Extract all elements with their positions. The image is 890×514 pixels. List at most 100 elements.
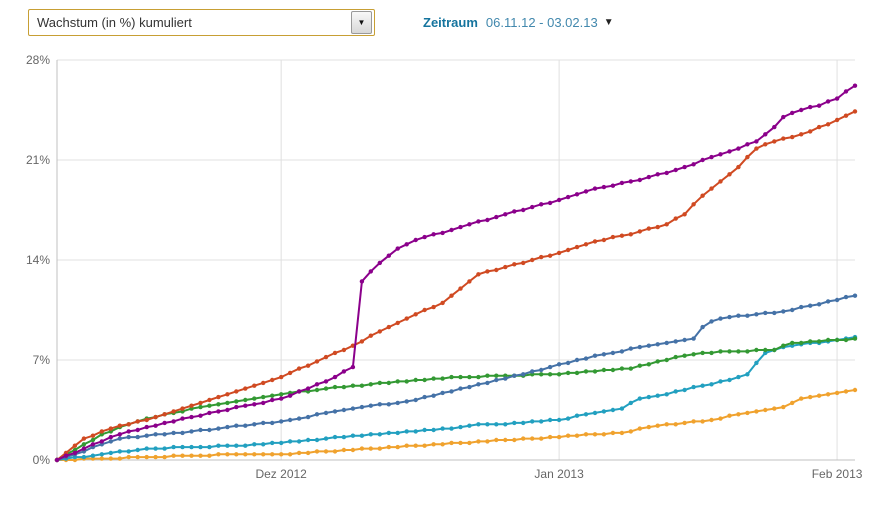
series-point-red[interactable] bbox=[673, 216, 678, 221]
series-point-green[interactable] bbox=[422, 377, 427, 383]
series-point-orange[interactable] bbox=[574, 433, 580, 438]
series-point-red[interactable] bbox=[512, 262, 517, 267]
series-point-purple[interactable] bbox=[234, 404, 239, 410]
series-point-blue[interactable] bbox=[637, 344, 642, 350]
series-point-blue[interactable] bbox=[601, 352, 607, 357]
series-point-orange[interactable] bbox=[467, 440, 472, 446]
series-point-orange[interactable] bbox=[852, 387, 858, 393]
series-point-blue[interactable] bbox=[368, 403, 373, 408]
series-point-purple[interactable] bbox=[90, 442, 96, 447]
series-point-blue[interactable] bbox=[547, 364, 553, 370]
series-point-green[interactable] bbox=[799, 340, 804, 346]
series-point-orange[interactable] bbox=[323, 449, 329, 454]
series-point-red[interactable] bbox=[852, 109, 858, 114]
series-point-orange[interactable] bbox=[736, 412, 741, 417]
series-point-purple[interactable] bbox=[287, 393, 293, 398]
series-point-red[interactable] bbox=[117, 423, 123, 428]
series-point-red[interactable] bbox=[539, 254, 544, 260]
series-point-red[interactable] bbox=[287, 370, 293, 376]
series-point-purple[interactable] bbox=[852, 83, 858, 88]
series-point-blue[interactable] bbox=[852, 293, 858, 298]
series-point-blue[interactable] bbox=[565, 360, 571, 366]
series-point-green[interactable] bbox=[727, 349, 732, 354]
series-point-teal[interactable] bbox=[314, 437, 320, 443]
series-point-green[interactable] bbox=[592, 369, 598, 374]
series-point-green[interactable] bbox=[198, 404, 203, 410]
series-point-blue[interactable] bbox=[225, 424, 230, 430]
series-point-green[interactable] bbox=[547, 372, 553, 377]
series-point-purple[interactable] bbox=[314, 382, 320, 387]
series-point-red[interactable] bbox=[225, 392, 230, 397]
series-point-purple[interactable] bbox=[503, 212, 508, 217]
series-point-orange[interactable] bbox=[216, 452, 221, 457]
series-point-purple[interactable] bbox=[341, 369, 347, 374]
series-point-blue[interactable] bbox=[216, 426, 221, 431]
series-point-red[interactable] bbox=[736, 164, 741, 170]
series-point-teal[interactable] bbox=[180, 444, 185, 450]
series-point-red[interactable] bbox=[700, 193, 705, 198]
series-point-green[interactable] bbox=[440, 376, 445, 381]
series-point-teal[interactable] bbox=[485, 422, 490, 427]
series-point-purple[interactable] bbox=[422, 234, 427, 240]
series-point-orange[interactable] bbox=[790, 400, 795, 406]
series-point-blue[interactable] bbox=[619, 349, 625, 354]
series-point-teal[interactable] bbox=[601, 409, 607, 414]
series-point-teal[interactable] bbox=[81, 454, 87, 460]
series-point-orange[interactable] bbox=[162, 454, 167, 460]
series-point-red[interactable] bbox=[314, 359, 320, 364]
series-point-teal[interactable] bbox=[99, 452, 105, 457]
series-point-purple[interactable] bbox=[72, 450, 78, 456]
series-point-blue[interactable] bbox=[377, 402, 382, 407]
series-point-orange[interactable] bbox=[816, 393, 822, 398]
series-point-blue[interactable] bbox=[189, 429, 194, 434]
series-point-blue[interactable] bbox=[359, 404, 365, 410]
series-point-teal[interactable] bbox=[404, 429, 409, 434]
series-point-green[interactable] bbox=[261, 394, 266, 400]
series-point-teal[interactable] bbox=[126, 449, 131, 454]
series-point-orange[interactable] bbox=[305, 450, 311, 456]
series-point-blue[interactable] bbox=[476, 382, 481, 387]
series-point-blue[interactable] bbox=[449, 389, 454, 394]
series-point-blue[interactable] bbox=[279, 419, 284, 424]
series-point-purple[interactable] bbox=[664, 170, 669, 176]
series-point-purple[interactable] bbox=[709, 154, 714, 160]
series-point-red[interactable] bbox=[655, 224, 660, 230]
series-point-orange[interactable] bbox=[279, 452, 284, 457]
series-point-blue[interactable] bbox=[574, 357, 580, 363]
series-point-green[interactable] bbox=[691, 352, 696, 357]
series-point-orange[interactable] bbox=[682, 420, 687, 426]
series-point-orange[interactable] bbox=[243, 452, 248, 457]
series-point-red[interactable] bbox=[296, 366, 302, 371]
series-point-orange[interactable] bbox=[610, 430, 616, 436]
series-point-teal[interactable] bbox=[422, 427, 427, 433]
series-point-red[interactable] bbox=[583, 242, 589, 247]
series-point-purple[interactable] bbox=[610, 183, 616, 188]
series-point-blue[interactable] bbox=[539, 367, 544, 373]
series-point-green[interactable] bbox=[485, 373, 490, 378]
series-point-orange[interactable] bbox=[781, 404, 786, 410]
series-point-red[interactable] bbox=[467, 279, 472, 284]
series-point-teal[interactable] bbox=[547, 417, 553, 423]
series-point-blue[interactable] bbox=[135, 434, 140, 440]
series-point-teal[interactable] bbox=[296, 439, 302, 444]
series-point-orange[interactable] bbox=[718, 416, 723, 421]
series-point-teal[interactable] bbox=[619, 406, 625, 411]
series-point-red[interactable] bbox=[234, 389, 239, 394]
series-point-teal[interactable] bbox=[207, 444, 212, 450]
series-point-red[interactable] bbox=[718, 179, 723, 184]
series-point-red[interactable] bbox=[359, 339, 365, 344]
series-point-green[interactable] bbox=[781, 343, 786, 348]
series-point-purple[interactable] bbox=[54, 457, 60, 463]
series-point-purple[interactable] bbox=[440, 230, 445, 236]
series-point-teal[interactable] bbox=[359, 433, 365, 438]
series-point-blue[interactable] bbox=[234, 423, 239, 428]
series-point-teal[interactable] bbox=[458, 424, 463, 430]
series-point-purple[interactable] bbox=[834, 96, 840, 101]
series-point-blue[interactable] bbox=[745, 313, 750, 318]
series-point-teal[interactable] bbox=[727, 377, 732, 383]
series-point-red[interactable] bbox=[144, 417, 149, 423]
series-point-red[interactable] bbox=[592, 239, 598, 244]
series-point-green[interactable] bbox=[234, 399, 239, 404]
series-point-teal[interactable] bbox=[736, 374, 741, 380]
series-point-teal[interactable] bbox=[565, 416, 571, 421]
